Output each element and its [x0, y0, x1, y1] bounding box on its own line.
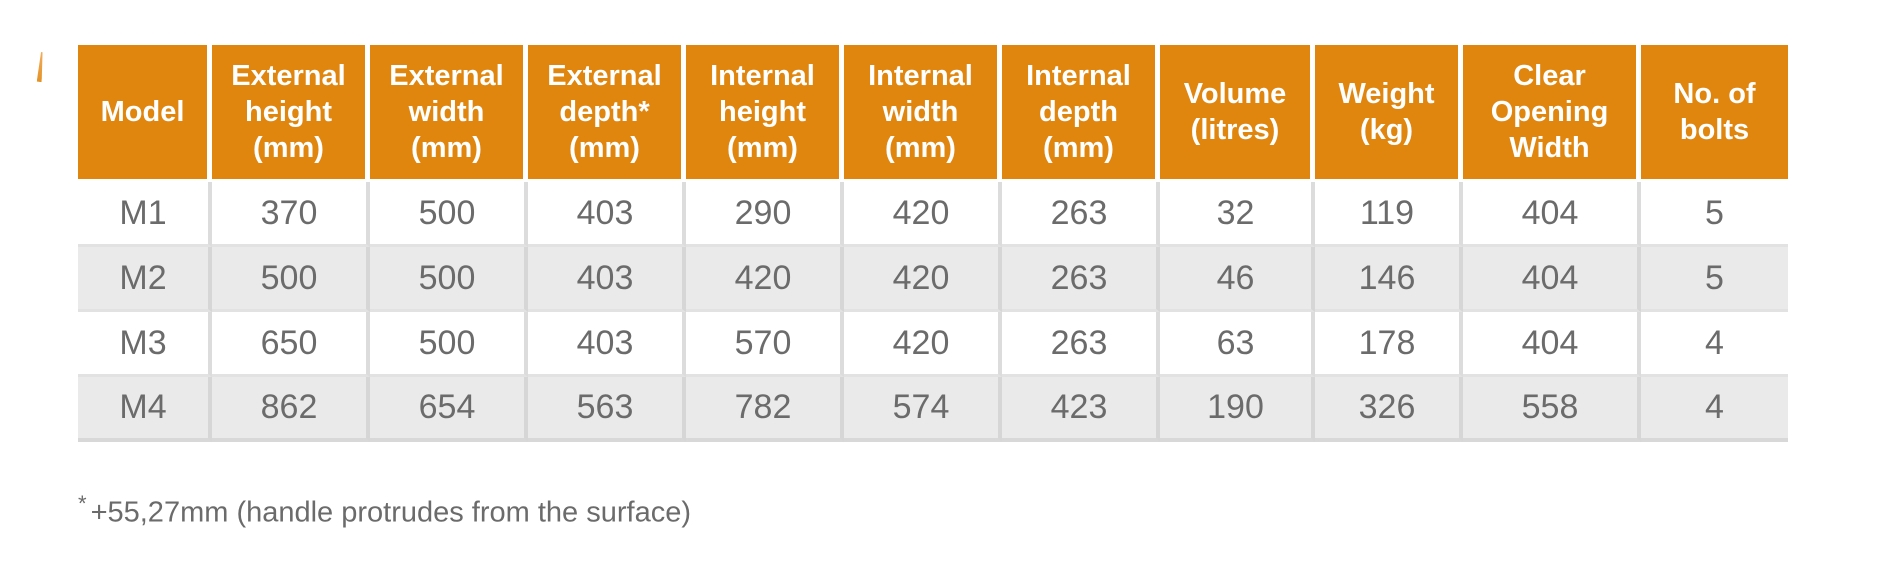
model-cell: M3: [78, 312, 212, 377]
column-header: Internal width (mm): [844, 45, 1002, 182]
table-cell: 146: [1315, 247, 1463, 312]
table-cell: 4: [1641, 377, 1788, 442]
table-cell: 782: [686, 377, 844, 442]
column-header: Internal depth (mm): [1002, 45, 1160, 182]
column-header: Volume (litres): [1160, 45, 1315, 182]
column-header: Weight (kg): [1315, 45, 1463, 182]
table-cell: 5: [1641, 182, 1788, 247]
column-header: No. of bolts: [1641, 45, 1788, 182]
table-cell: 420: [686, 247, 844, 312]
table-cell: 558: [1463, 377, 1641, 442]
table-cell: 862: [212, 377, 370, 442]
table-cell: 290: [686, 182, 844, 247]
table-cell: 420: [844, 247, 1002, 312]
table-cell: 500: [212, 247, 370, 312]
spec-table-header: Model External height (mm) External width …: [78, 45, 1788, 182]
table-cell: 32: [1160, 182, 1315, 247]
table-cell: 4: [1641, 312, 1788, 377]
spec-table: Model External height (mm) External width …: [78, 45, 1788, 442]
model-cell: M2: [78, 247, 212, 312]
table-cell: 420: [844, 312, 1002, 377]
table-cell: 46: [1160, 247, 1315, 312]
table-cell: 500: [370, 247, 528, 312]
table-cell: 263: [1002, 312, 1160, 377]
table-cell: 326: [1315, 377, 1463, 442]
column-header: Internal height (mm): [686, 45, 844, 182]
table-cell: 654: [370, 377, 528, 442]
table-row: M2 500 500 403 420 420 263 46 146 404 5: [78, 247, 1788, 312]
table-cell: 404: [1463, 312, 1641, 377]
table-row: M4 862 654 563 782 574 423 190 326 558 4: [78, 377, 1788, 442]
table-row: M1 370 500 403 290 420 263 32 119 404 5: [78, 182, 1788, 247]
decorative-orange-mark: [37, 52, 45, 82]
table-cell: 404: [1463, 182, 1641, 247]
table-cell: 190: [1160, 377, 1315, 442]
column-header: Model: [78, 45, 212, 182]
model-cell: M4: [78, 377, 212, 442]
footnote-asterisk: *: [78, 491, 87, 516]
table-cell: 423: [1002, 377, 1160, 442]
table-cell: 570: [686, 312, 844, 377]
table-cell: 119: [1315, 182, 1463, 247]
table-cell: 370: [212, 182, 370, 247]
table-cell: 178: [1315, 312, 1463, 377]
table-row: M3 650 500 403 570 420 263 63 178 404 4: [78, 312, 1788, 377]
table-cell: 263: [1002, 247, 1160, 312]
table-cell: 5: [1641, 247, 1788, 312]
column-header: External depth* (mm): [528, 45, 686, 182]
table-cell: 403: [528, 247, 686, 312]
footnote-text: +55,27mm (handle protrudes from the surf…: [90, 496, 691, 529]
table-cell: 650: [212, 312, 370, 377]
table-cell: 403: [528, 312, 686, 377]
column-header: External width (mm): [370, 45, 528, 182]
header-row: Model External height (mm) External width …: [78, 45, 1788, 182]
spec-table-body: M1 370 500 403 290 420 263 32 119 404 5 M2 500 500 403…: [78, 182, 1788, 442]
table-cell: 263: [1002, 182, 1160, 247]
table-cell: 500: [370, 312, 528, 377]
table-cell: 63: [1160, 312, 1315, 377]
table-cell: 404: [1463, 247, 1641, 312]
model-cell: M1: [78, 182, 212, 247]
footnote: * +55,27mm (handle protrudes from the sur…: [78, 486, 691, 531]
table-cell: 403: [528, 182, 686, 247]
table-cell: 574: [844, 377, 1002, 442]
table-cell: 500: [370, 182, 528, 247]
column-header: Clear Opening Width: [1463, 45, 1641, 182]
column-header: External height (mm): [212, 45, 370, 182]
table-cell: 420: [844, 182, 1002, 247]
table-cell: 563: [528, 377, 686, 442]
